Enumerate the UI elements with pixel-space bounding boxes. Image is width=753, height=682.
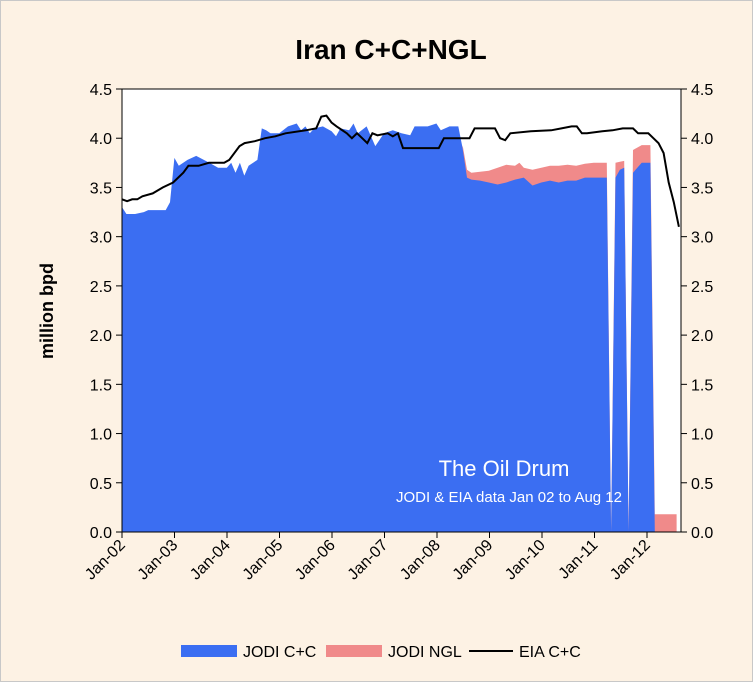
x-tick-label: Jan-09	[450, 537, 497, 584]
y-tick-label-right: 1.5	[691, 377, 713, 394]
legend-label-jodi-ngl: JODI NGL	[388, 644, 462, 661]
y-tick-label-right: 1.0	[691, 427, 713, 444]
y-tick-label-left: 1.0	[90, 427, 112, 444]
y-tick-label-right: 0.0	[691, 525, 713, 542]
series-area-jodi-c-c	[122, 123, 677, 532]
legend-swatch-jodi-c-c	[181, 645, 237, 657]
legend-label-eia-c-c: EIA C+C	[519, 644, 581, 661]
y-tick-label-left: 3.5	[90, 180, 112, 197]
x-tick-label: Jan-03	[135, 537, 182, 584]
y-tick-label-right: 0.5	[691, 476, 713, 493]
y-tick-label-right: 2.0	[691, 328, 713, 345]
x-tick-label: Jan-05	[240, 537, 287, 584]
chart-title: Iran C+C+NGL	[295, 34, 486, 65]
annotation-source: The Oil Drum	[439, 456, 570, 481]
y-tick-label-right: 4.5	[691, 82, 713, 99]
y-tick-label-right: 3.5	[691, 180, 713, 197]
y-tick-label-left: 4.0	[90, 131, 112, 148]
x-tick-label: Jan-10	[502, 537, 549, 584]
y-tick-label-right: 3.0	[691, 230, 713, 247]
y-tick-label-left: 1.5	[90, 377, 112, 394]
x-tick-label: Jan-07	[345, 537, 392, 584]
y-tick-label-left: 2.5	[90, 279, 112, 296]
y-tick-label-left: 0.0	[90, 525, 112, 542]
series-line-eia-c-c	[121, 114, 680, 228]
x-tick-label: Jan-02	[82, 537, 129, 584]
legend: JODI C+C JODI NGL EIA C+C	[181, 644, 581, 661]
y-axis-label: million bpd	[37, 263, 57, 359]
annotation-data-range: JODI & EIA data Jan 02 to Aug 12	[396, 489, 622, 506]
y-tick-label-right: 4.0	[691, 131, 713, 148]
plot-border	[121, 88, 682, 533]
x-tick-label: Jan-06	[292, 537, 339, 584]
legend-swatch-jodi-ngl	[326, 645, 382, 657]
y-tick-label-left: 2.0	[90, 328, 112, 345]
y-tick-label-right: 2.5	[691, 279, 713, 296]
x-tick-label: Jan-12	[607, 537, 654, 584]
x-tick-label: Jan-11	[556, 537, 602, 583]
x-tick-label: Jan-04	[187, 537, 234, 584]
legend-label-jodi-c-c: JODI C+C	[243, 644, 316, 661]
series-layer	[121, 114, 680, 532]
x-tick-label: Jan-08	[397, 537, 444, 584]
y-tick-label-left: 0.5	[90, 476, 112, 493]
y-tick-label-left: 4.5	[90, 82, 112, 99]
y-tick-label-left: 3.0	[90, 230, 112, 247]
